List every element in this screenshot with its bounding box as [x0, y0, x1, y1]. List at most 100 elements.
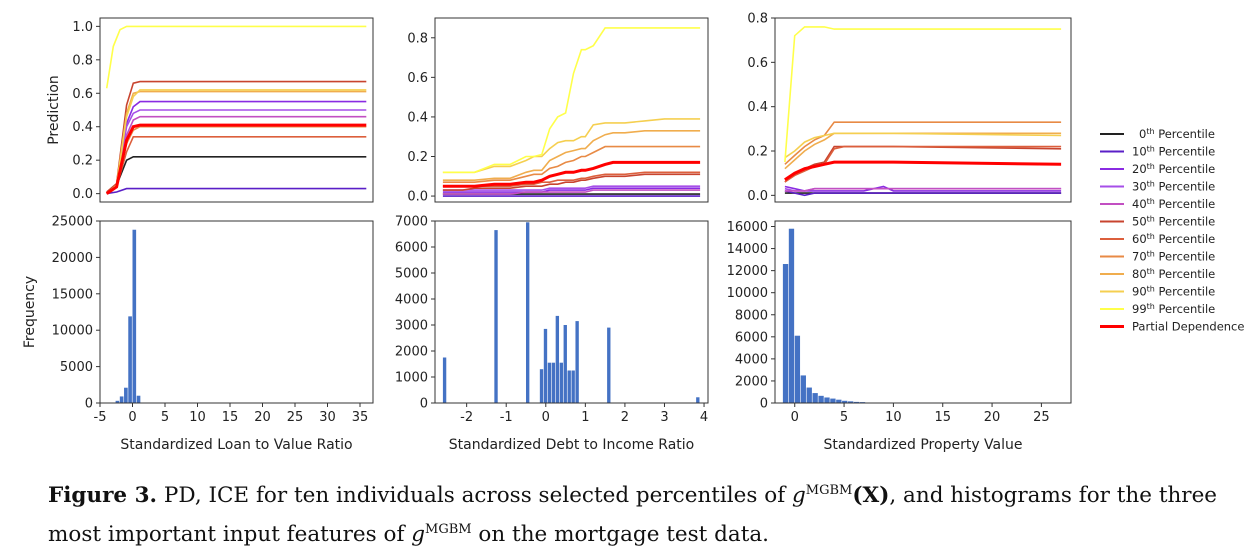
histogram-bar [559, 362, 563, 403]
legend-number: 20 [1132, 162, 1147, 176]
histogram-bar [607, 327, 611, 403]
x-tick-label: 10 [885, 410, 902, 425]
x-axis-label: Standardized Debt to Income Ratio [449, 437, 695, 453]
histogram-bar [794, 335, 801, 403]
ice-line-10th [784, 190, 1062, 197]
ice-line-20th [106, 100, 367, 195]
histogram-bar [575, 321, 579, 403]
x-tick-label: 10 [189, 410, 206, 425]
legend-number: 90 [1132, 285, 1147, 299]
y-tick-label: 0.8 [407, 31, 428, 46]
ice-line-40th [784, 187, 1062, 192]
histogram-bar [132, 229, 137, 403]
y-tick-label: 1000 [395, 371, 428, 386]
figure-caption: Figure 3. PD, ICE for ten individuals ac… [48, 474, 1238, 552]
x-tick-label: 1 [581, 410, 589, 425]
histogram-bar [800, 375, 806, 403]
histogram-bar [782, 264, 789, 403]
caption-text-2: , and histograms for the three most impo… [48, 483, 1218, 548]
ice-line-50th [442, 173, 701, 191]
x-tick-label: 0 [791, 410, 799, 425]
caption-g-symbol-2: g [411, 522, 426, 548]
y-tick-label: 10000 [52, 324, 93, 339]
y-tick-label: 0.6 [407, 71, 428, 86]
legend-superscript: th [1147, 302, 1155, 311]
ice-line-60th [106, 136, 367, 195]
histogram-bar [494, 230, 498, 403]
y-tick-label: 0.6 [747, 56, 768, 71]
figure: 0.0 0.2 0.4 0.6 0.8 1.0 Prediction 0.0 0.2 0.4 0.6… [22, 12, 1244, 454]
y-tick-label: 2000 [735, 374, 768, 389]
histogram-bar [806, 387, 812, 403]
y-tick-label: 25000 [52, 215, 93, 230]
histogram-bar [567, 370, 571, 403]
y-tick-label: 0 [760, 397, 768, 412]
x-tick-label: 5 [161, 410, 169, 425]
axes-frame [774, 220, 1072, 404]
histogram-bar [119, 396, 124, 403]
y-axis-label: Prediction [46, 75, 62, 145]
x-tick-label: 0 [128, 410, 136, 425]
partial-dependence-line [105, 123, 367, 195]
legend-word: Percentile [1155, 162, 1215, 176]
legend-label-partial-dependence: Partial Dependence [1132, 320, 1244, 334]
pv-hist-panel: 0 5 10 15 20 25 0 2000 4000 6000 8000 10000 12000 140… [727, 220, 1072, 453]
caption-text-3: on the mortgage test data. [471, 522, 769, 548]
legend-number: 50 [1132, 215, 1147, 229]
histogram-bar [551, 362, 556, 403]
legend-word: Percentile [1155, 285, 1215, 299]
axes-frame [434, 17, 709, 203]
legend-superscript: th [1147, 162, 1155, 171]
x-tick-label: 20 [984, 410, 1001, 425]
ice-line-20th [442, 187, 701, 193]
legend-label-99th: 99th Percentile [1132, 302, 1215, 316]
legend-label-80th: 80th Percentile [1132, 267, 1215, 281]
ice-line-70th [442, 145, 701, 183]
axes-frame [99, 17, 374, 203]
x-tick-label: 2 [621, 410, 629, 425]
histogram-bar [818, 395, 824, 403]
ice-line-99th [442, 27, 701, 174]
legend-superscript: th [1147, 232, 1155, 241]
legend-label-20th: 20th Percentile [1132, 162, 1215, 176]
x-tick-label: 0 [542, 410, 550, 425]
y-tick-label: 0.0 [72, 187, 93, 202]
legend-number: 0 [1139, 127, 1146, 141]
legend-label-90th: 90th Percentile [1132, 285, 1215, 299]
y-tick-label: 6000 [395, 241, 428, 256]
legend-superscript: th [1147, 285, 1155, 294]
y-tick-label: 0.8 [747, 12, 768, 27]
axes-frame [774, 17, 1072, 203]
x-tick-label: 25 [1033, 410, 1050, 425]
y-tick-label: 16000 [727, 220, 768, 235]
y-tick-label: 0.2 [407, 150, 428, 165]
x-axis-label: Standardized Property Value [823, 437, 1022, 453]
legend-superscript: th [1147, 250, 1155, 259]
ice-line-80th [442, 130, 701, 181]
legend-number: 99 [1132, 302, 1147, 316]
axes-frame [434, 220, 709, 404]
legend-word: Percentile [1155, 197, 1215, 211]
histogram-bar [136, 395, 141, 403]
caption-label: Figure 3. [48, 483, 158, 509]
histogram-bar [830, 398, 836, 403]
histogram-bar [115, 400, 120, 403]
y-tick-label: 0.4 [747, 100, 768, 115]
legend-word: Percentile [1155, 180, 1215, 194]
dti-ice-panel: 0.0 0.2 0.4 0.6 0.8 [407, 17, 709, 205]
ice-line-40th [106, 115, 367, 195]
y-tick-label: 0.4 [407, 110, 428, 125]
histogram-bar [836, 399, 842, 403]
ice-line-99th [784, 26, 1062, 163]
legend-word: Percentile [1155, 302, 1215, 316]
histogram-bar [563, 325, 567, 403]
legend-number: 60 [1132, 232, 1147, 246]
histogram-bar [543, 328, 548, 403]
ice-line-90th [442, 118, 701, 174]
caption-mgbm-superscript-2: MGBM [425, 522, 472, 538]
x-tick-label: -5 [94, 410, 107, 425]
histogram-bar [571, 370, 575, 403]
histogram-bar [442, 357, 447, 403]
y-tick-label: 12000 [727, 264, 768, 279]
